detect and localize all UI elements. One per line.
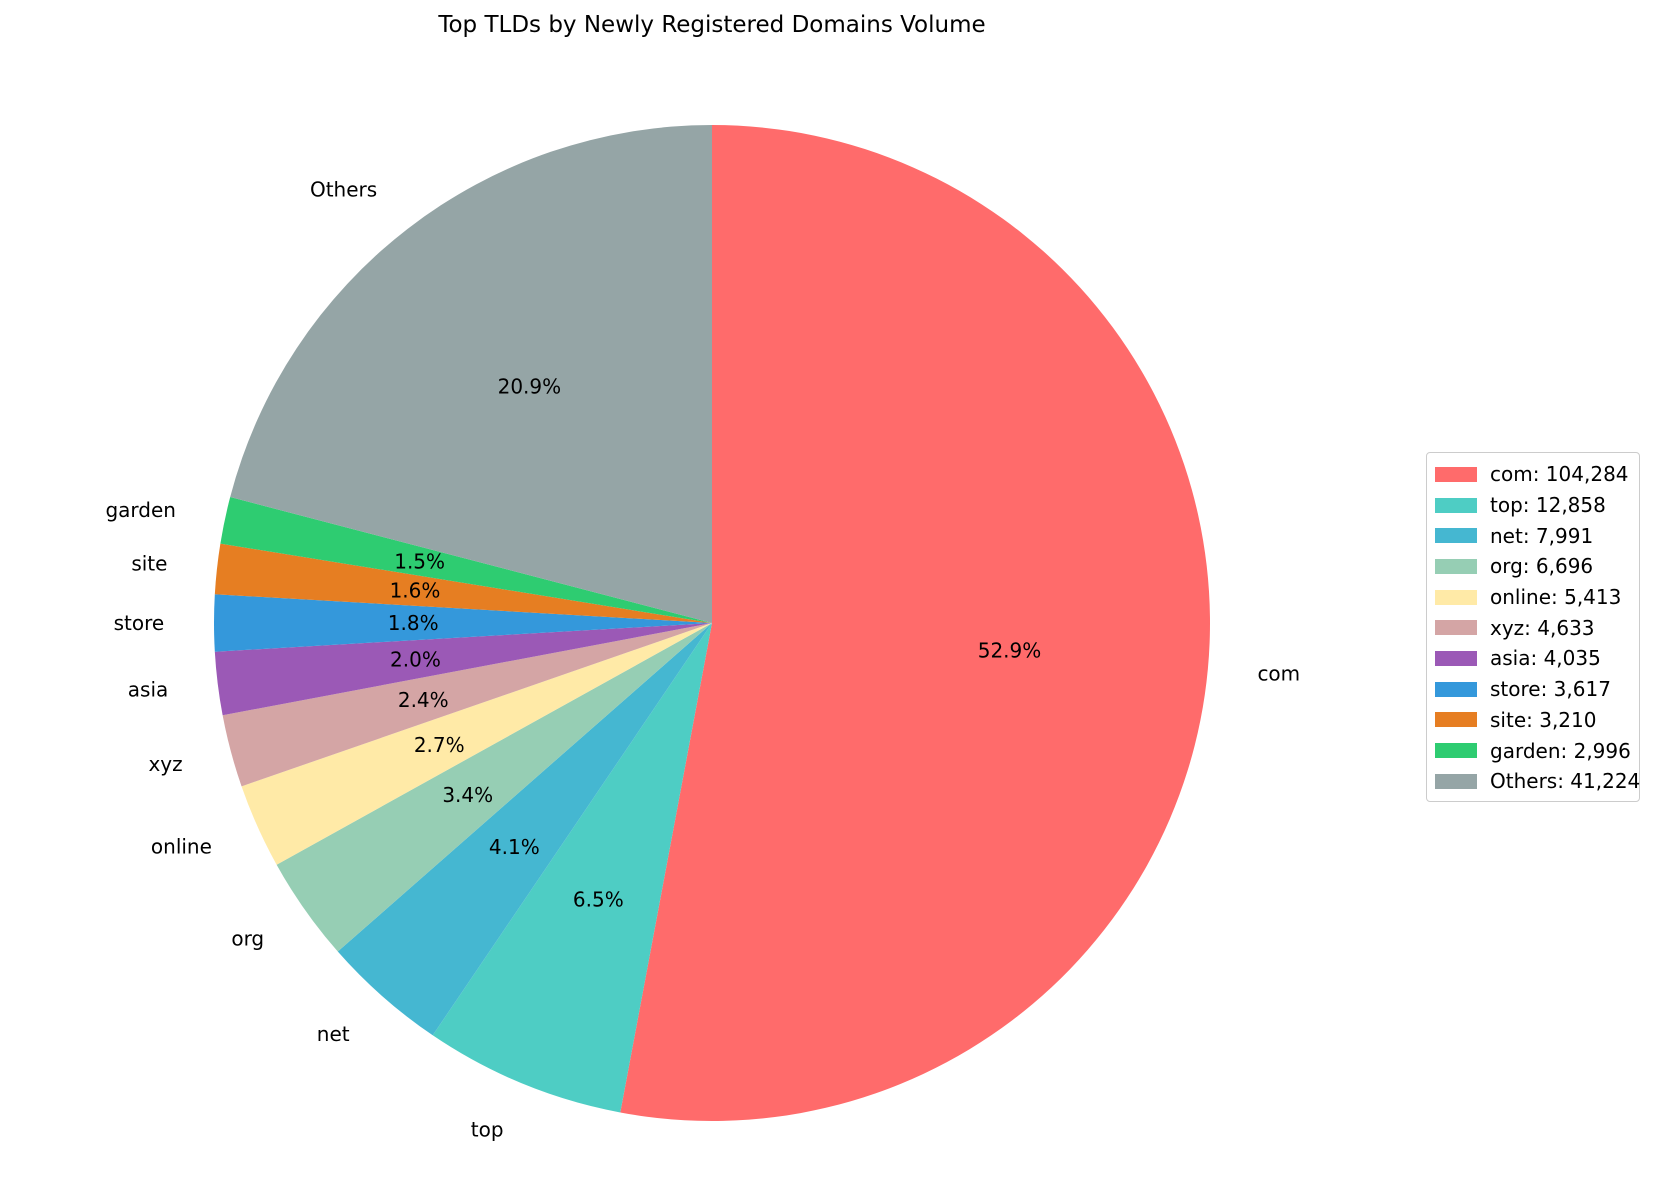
legend-item-xyz: xyz: 4,633 <box>1427 612 1639 643</box>
pct-label-store: 1.8% <box>388 611 439 635</box>
slice-asia <box>214 623 713 716</box>
slice-top <box>432 623 712 1113</box>
slice-site <box>214 543 712 623</box>
chart-title: Top TLDs by Newly Registered Domains Vol… <box>437 12 985 38</box>
legend-label: com: 104,284 <box>1490 462 1629 487</box>
legend-label: asia: 4,035 <box>1490 646 1601 671</box>
legend-swatch <box>1435 712 1477 728</box>
slice-online <box>241 623 713 865</box>
pct-label-top: 6.5% <box>573 887 624 911</box>
slice-label-asia: asia <box>128 678 169 702</box>
slice-xyz <box>222 623 712 787</box>
slice-label-online: online <box>151 835 212 859</box>
legend-label: top: 12,858 <box>1490 493 1606 518</box>
pie-labels: 52.9% com 6.5% top 4.1% net 3.4% org 2.7% online 2… <box>105 177 1300 1141</box>
legend-swatch <box>1435 558 1477 574</box>
legend-item-net: net: 7,991 <box>1427 520 1639 551</box>
pct-label-others: 20.9% <box>498 375 562 399</box>
legend-label: site: 3,210 <box>1490 707 1597 732</box>
legend-item-org: org: 6,696 <box>1427 551 1639 582</box>
slice-garden <box>220 497 712 623</box>
legend-label: org: 6,696 <box>1490 554 1594 579</box>
pct-label-garden: 1.5% <box>394 549 445 573</box>
legend-item-others: Others: 41,224 <box>1427 766 1641 797</box>
slice-label-site: site <box>131 551 167 575</box>
slice-net <box>337 623 712 1036</box>
legend-swatch <box>1435 497 1477 513</box>
legend-item-asia: asia: 4,035 <box>1427 643 1639 674</box>
legend-swatch <box>1435 650 1477 666</box>
legend-item-store: store: 3,617 <box>1427 674 1639 705</box>
slice-label-top: top <box>471 1118 504 1142</box>
slice-label-garden: garden <box>105 498 176 522</box>
legend-item-online: online: 5,413 <box>1427 582 1639 613</box>
legend-swatch <box>1435 681 1477 697</box>
legend-label: garden: 2,996 <box>1490 738 1631 763</box>
legend-swatch <box>1435 466 1477 482</box>
legend-item-top: top: 12,858 <box>1427 490 1639 521</box>
pct-label-xyz: 2.4% <box>398 688 449 712</box>
slice-others <box>230 125 712 623</box>
pct-label-asia: 2.0% <box>390 647 441 671</box>
legend-item-garden: garden: 2,996 <box>1427 735 1639 766</box>
pct-label-org: 3.4% <box>442 783 493 807</box>
slice-label-others: Others <box>310 177 377 201</box>
pct-label-online: 2.7% <box>414 733 465 757</box>
legend-item-site: site: 3,210 <box>1427 705 1639 736</box>
legend-swatch <box>1435 528 1477 544</box>
pct-label-com: 52.9% <box>978 639 1042 663</box>
slice-label-net: net <box>317 1022 350 1046</box>
legend-item-com: com: 104,284 <box>1427 459 1639 490</box>
legend-swatch <box>1435 589 1477 605</box>
legend-label: store: 3,617 <box>1490 677 1611 702</box>
pie-slices <box>213 125 1210 1121</box>
legend-swatch <box>1435 743 1477 759</box>
slice-store <box>213 594 712 652</box>
slice-label-xyz: xyz <box>148 752 182 776</box>
slice-label-com: com <box>1257 662 1300 686</box>
slice-com <box>620 125 1210 1121</box>
slice-label-store: store <box>114 611 165 635</box>
legend-swatch <box>1435 773 1477 789</box>
slice-label-org: org <box>231 926 264 950</box>
legend-label: net: 7,991 <box>1490 523 1594 548</box>
legend-swatch <box>1435 620 1477 636</box>
legend-label: Others: 41,224 <box>1490 769 1641 794</box>
legend-label: xyz: 4,633 <box>1490 615 1595 640</box>
pct-label-net: 4.1% <box>489 835 540 859</box>
chart-legend: com: 104,284 top: 12,858 net: 7,991 org: 6,… <box>1426 452 1640 802</box>
slice-org <box>276 623 712 952</box>
legend-label: online: 5,413 <box>1490 585 1622 610</box>
pct-label-site: 1.6% <box>390 579 441 603</box>
